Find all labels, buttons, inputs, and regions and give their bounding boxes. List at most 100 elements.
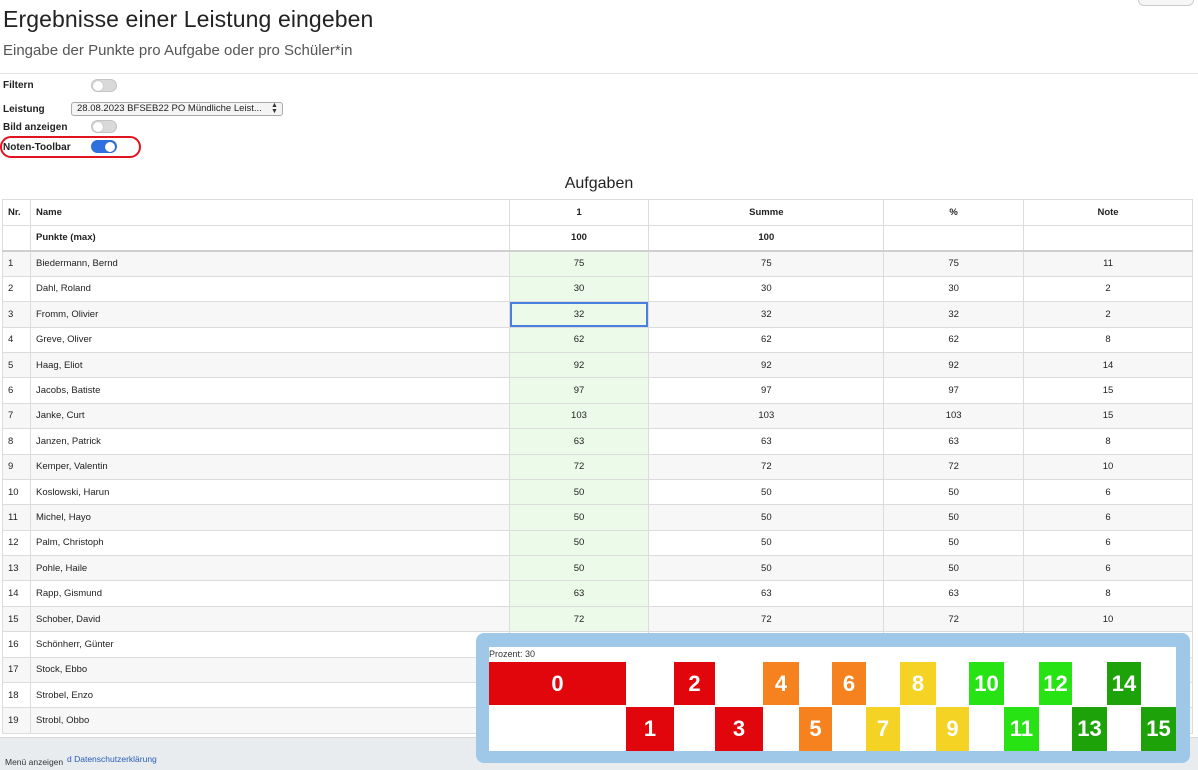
- row-task-1-input[interactable]: 92: [508, 351, 650, 379]
- row-nr-cell: 14: [2, 580, 31, 607]
- row-percent-cell: 72: [883, 453, 1025, 480]
- bild-toggle-knob: [93, 122, 103, 132]
- table-row: 10 Koslowski, Harun 50 50 50 6: [2, 478, 1193, 506]
- row-percent-cell: 62: [883, 326, 1025, 353]
- grade-button-15[interactable]: 15: [1141, 707, 1176, 751]
- row-sum-cell: 63: [648, 428, 885, 455]
- row-name-cell: Strobl, Obbo: [29, 707, 510, 734]
- grade-button-13[interactable]: 13: [1072, 707, 1107, 751]
- row-percent-cell: 103: [883, 402, 1025, 430]
- grade-button-10[interactable]: 10: [969, 662, 1004, 705]
- page-title: Ergebnisse einer Leistung eingeben: [3, 6, 374, 32]
- table-row: 3 Fromm, Olivier 32 32 32 2: [2, 301, 1193, 328]
- row-task-1-input[interactable]: 50: [508, 504, 650, 531]
- row-task-1-input[interactable]: 62: [508, 326, 650, 353]
- max-label-cell: Punkte (max): [29, 224, 510, 252]
- grade-button-11[interactable]: 11: [1004, 707, 1039, 751]
- privacy-link[interactable]: d Datenschutzerklärung: [67, 754, 157, 764]
- max-note-cell: [1023, 224, 1193, 252]
- row-nr-cell: 17: [2, 656, 31, 684]
- row-note-cell: 6: [1023, 504, 1193, 531]
- percent-label: Prozent: 30: [489, 649, 536, 659]
- row-task-1-input[interactable]: 32: [508, 301, 650, 328]
- row-task-1-input[interactable]: 72: [508, 453, 650, 480]
- header-divider: [0, 73, 1198, 74]
- row-note-cell: 6: [1023, 478, 1193, 506]
- row-task-1-input[interactable]: 72: [508, 605, 650, 633]
- row-percent-cell: 30: [883, 275, 1025, 303]
- leistung-select[interactable]: 28.08.2023 BFSEB22 PO Mündliche Leist...: [71, 102, 283, 116]
- row-name-cell: Stock, Ebbo: [29, 656, 510, 684]
- row-percent-cell: 97: [883, 377, 1025, 404]
- row-task-1-input[interactable]: 63: [508, 580, 650, 607]
- row-note-cell: 15: [1023, 402, 1193, 430]
- row-note-cell: 8: [1023, 580, 1193, 607]
- row-sum-cell: 50: [648, 504, 885, 531]
- leistung-label: Leistung: [3, 104, 45, 115]
- row-nr-cell: 15: [2, 605, 31, 633]
- row-nr-cell: 8: [2, 428, 31, 455]
- col-header-note: Note: [1023, 199, 1193, 226]
- max-task-1-cell[interactable]: 100: [508, 224, 650, 252]
- menu-toggle-link[interactable]: Menü anzeigen: [5, 757, 64, 767]
- grade-button-8[interactable]: 8: [900, 662, 936, 705]
- table-row: 5 Haag, Eliot 92 92 92 14: [2, 351, 1193, 379]
- row-percent-cell: 75: [883, 250, 1025, 277]
- row-nr-cell: 12: [2, 529, 31, 557]
- noten-toolbar-toggle[interactable]: [91, 140, 117, 153]
- table-row: 13 Pohle, Haile 50 50 50 6: [2, 555, 1193, 582]
- row-task-1-input[interactable]: 50: [508, 478, 650, 506]
- filter-label: Filtern: [3, 80, 34, 91]
- row-nr-cell: 6: [2, 377, 31, 404]
- row-task-1-input[interactable]: 50: [508, 555, 650, 582]
- row-note-cell: 8: [1023, 326, 1193, 353]
- row-percent-cell: 63: [883, 428, 1025, 455]
- row-nr-cell: 2: [2, 275, 31, 303]
- row-nr-cell: 11: [2, 504, 31, 531]
- filter-toggle[interactable]: [91, 79, 117, 92]
- row-sum-cell: 103: [648, 402, 885, 430]
- row-name-cell: Michel, Hayo: [29, 504, 510, 531]
- row-sum-cell: 72: [648, 453, 885, 480]
- row-nr-cell: 10: [2, 478, 31, 506]
- grade-button-1[interactable]: 1: [626, 707, 674, 751]
- col-header-name: Name: [29, 199, 510, 226]
- grade-button-3[interactable]: 3: [715, 707, 763, 751]
- row-note-cell: 6: [1023, 529, 1193, 557]
- grade-button-9[interactable]: 9: [936, 707, 969, 751]
- bild-anzeigen-toggle[interactable]: [91, 120, 117, 133]
- row-name-cell: Biedermann, Bernd: [29, 250, 510, 277]
- grade-button-7[interactable]: 7: [866, 707, 900, 751]
- row-sum-cell: 30: [648, 275, 885, 303]
- row-task-1-input[interactable]: 103: [508, 402, 650, 430]
- row-task-1-input[interactable]: 63: [508, 428, 650, 455]
- grade-button-14[interactable]: 14: [1107, 662, 1141, 705]
- row-task-1-input[interactable]: 97: [508, 377, 650, 404]
- corner-tab[interactable]: [1138, 0, 1194, 6]
- col-header-percent: %: [883, 199, 1025, 226]
- bild-anzeigen-label: Bild anzeigen: [3, 122, 68, 133]
- row-nr-cell: 18: [2, 682, 31, 709]
- row-sum-cell: 97: [648, 377, 885, 404]
- grade-button-12[interactable]: 12: [1039, 662, 1072, 705]
- row-task-1-input[interactable]: 75: [508, 250, 650, 277]
- row-task-1-input[interactable]: 30: [508, 275, 650, 303]
- row-sum-cell: 63: [648, 580, 885, 607]
- row-name-cell: Kemper, Valentin: [29, 453, 510, 480]
- row-sum-cell: 50: [648, 555, 885, 582]
- table-row: 11 Michel, Hayo 50 50 50 6: [2, 504, 1193, 531]
- grade-button-0[interactable]: 0: [489, 662, 626, 705]
- grade-button-6[interactable]: 6: [832, 662, 866, 705]
- row-nr-cell: 5: [2, 351, 31, 379]
- max-points-row: Punkte (max) 100 100: [2, 224, 1193, 252]
- row-note-cell: 10: [1023, 605, 1193, 633]
- row-percent-cell: 63: [883, 580, 1025, 607]
- row-percent-cell: 32: [883, 301, 1025, 328]
- grade-button-2[interactable]: 2: [674, 662, 715, 705]
- row-note-cell: 11: [1023, 250, 1193, 277]
- page-subtitle: Eingabe der Punkte pro Aufgabe oder pro …: [3, 42, 353, 59]
- grade-button-4[interactable]: 4: [763, 662, 799, 705]
- row-task-1-input[interactable]: 50: [508, 529, 650, 557]
- grade-button-5[interactable]: 5: [799, 707, 832, 751]
- select-arrows-icon: ▲ ▼: [271, 102, 278, 115]
